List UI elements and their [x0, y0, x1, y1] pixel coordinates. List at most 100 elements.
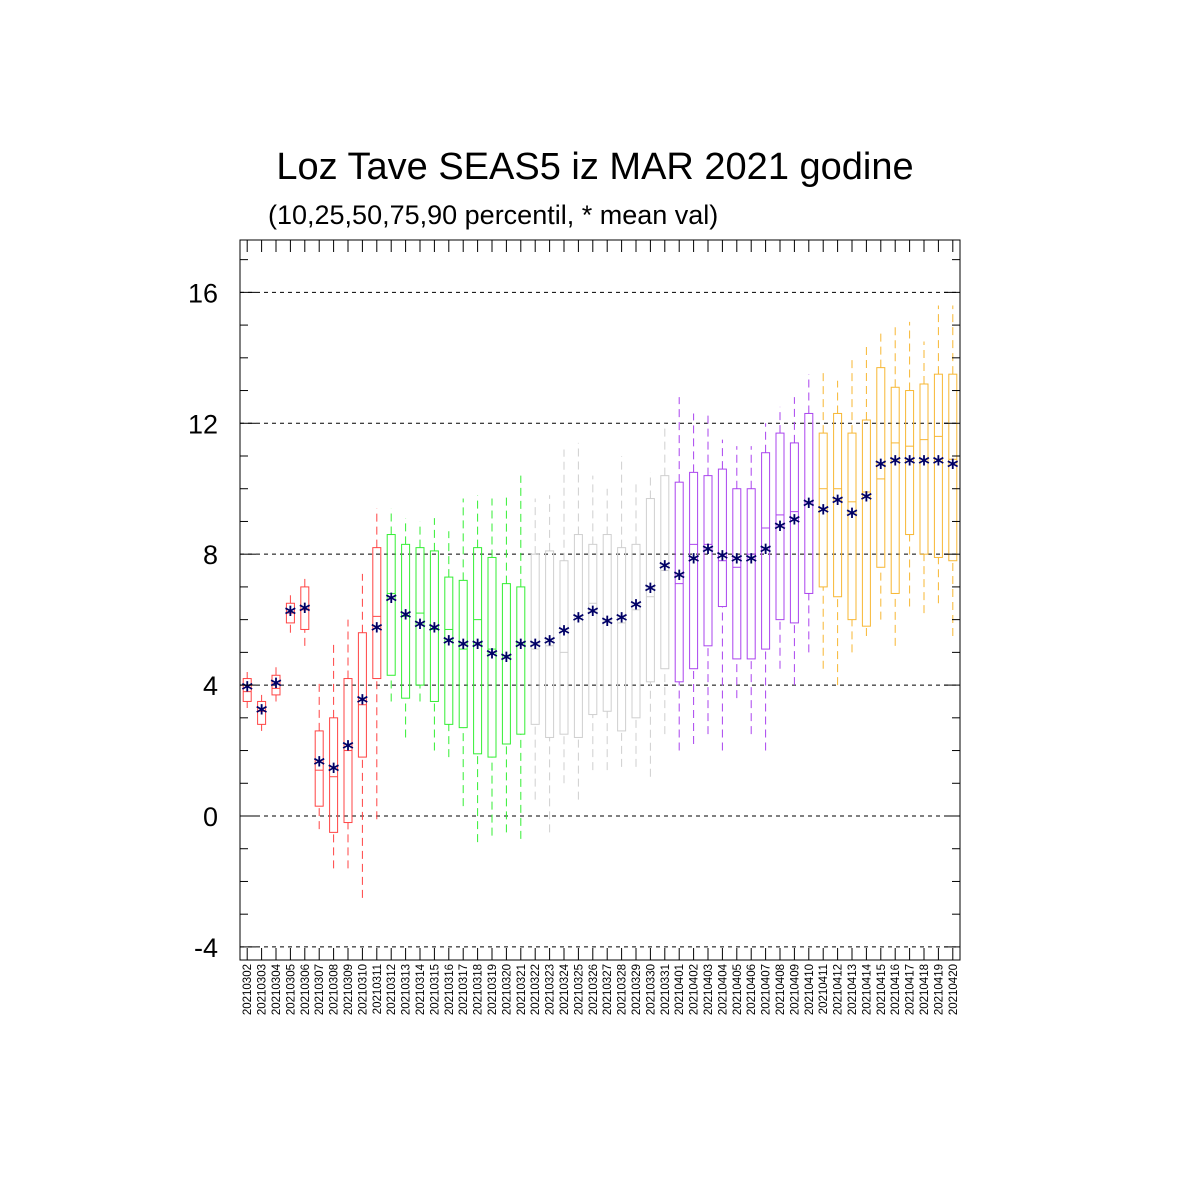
x-tick-label: 20210327 [602, 964, 614, 1015]
box-20210303: * [256, 694, 268, 731]
x-tick-label: 20210323 [545, 964, 557, 1015]
box-iqr [242, 678, 252, 702]
x-tick-label: 20210419 [933, 964, 945, 1015]
mean-marker: * [328, 760, 340, 785]
box-iqr [487, 556, 497, 758]
mean-marker: * [342, 737, 354, 762]
box-20210311: * [371, 508, 383, 820]
mean-marker: * [573, 610, 585, 635]
y-tick-label: 16 [188, 278, 218, 308]
mean-marker: * [443, 633, 455, 658]
box-20210323: * [544, 495, 556, 833]
x-tick-label: 20210331 [660, 964, 672, 1015]
box-iqr [415, 547, 425, 686]
mean-marker: * [875, 456, 887, 481]
x-tick-label: 20210311 [372, 964, 384, 1014]
x-tick-label: 20210407 [761, 964, 773, 1015]
x-tick-label: 20210411 [818, 964, 830, 1014]
mean-marker: * [630, 597, 642, 622]
mean-marker: * [832, 492, 844, 517]
mean-marker: * [515, 636, 527, 661]
box-20210406: * [745, 446, 757, 735]
box-20210324: * [558, 449, 570, 784]
mean-marker: * [659, 557, 671, 582]
box-20210329: * [630, 482, 642, 767]
mean-marker: * [385, 590, 397, 615]
mean-marker: * [702, 541, 714, 566]
box-20210402: * [688, 413, 700, 744]
x-tick-label: 20210404 [717, 963, 729, 1015]
box-iqr [329, 717, 339, 833]
box-iqr [761, 452, 771, 650]
box-20210409: * [789, 397, 801, 686]
box-iqr [674, 481, 684, 683]
x-tick-label: 20210310 [357, 964, 369, 1015]
box-20210320: * [501, 495, 513, 833]
box-20210317: * [457, 498, 469, 807]
box-20210331: * [659, 423, 671, 735]
box-iqr [876, 367, 886, 568]
box-iqr [501, 583, 511, 745]
box-iqr [429, 550, 439, 702]
box-20210302: * [241, 672, 253, 708]
box-20210307: * [313, 681, 325, 830]
x-tick-label: 20210406 [746, 964, 758, 1015]
chart-subtitle: (10,25,50,75,90 percentil, * mean val) [268, 200, 719, 230]
x-tick-label: 20210405 [732, 964, 744, 1015]
x-tick-label: 20210306 [300, 964, 312, 1015]
x-tick-label: 20210315 [429, 964, 441, 1015]
mean-marker: * [817, 502, 829, 527]
box-20210411: * [817, 370, 829, 669]
mean-marker: * [544, 633, 556, 658]
x-tick-label: 20210402 [689, 964, 701, 1015]
x-tick-label: 20210309 [343, 964, 355, 1015]
box-iqr [271, 674, 281, 696]
box-20210414: * [861, 344, 873, 636]
mean-marker: * [745, 551, 757, 576]
box-20210313: * [400, 518, 412, 738]
box-iqr [804, 412, 814, 594]
mean-marker: * [371, 619, 383, 644]
x-tick-label: 20210415 [876, 964, 888, 1015]
box-iqr [372, 547, 382, 680]
mean-marker: * [861, 489, 873, 514]
y-tick-label: 4 [203, 671, 218, 701]
box-iqr [948, 373, 958, 562]
box-20210330: * [645, 472, 657, 777]
box-20210403: * [702, 413, 714, 735]
box-iqr [588, 543, 598, 716]
x-tick-label: 20210304 [271, 963, 283, 1015]
box-iqr [357, 632, 367, 758]
mean-marker: * [688, 551, 700, 576]
x-tick-label: 20210410 [804, 964, 816, 1015]
box-iqr [559, 560, 569, 735]
mean-marker: * [616, 610, 628, 635]
box-20210305: * [285, 593, 297, 633]
mean-marker: * [731, 551, 743, 576]
x-tick-label: 20210325 [573, 964, 585, 1015]
box-20210325: * [573, 442, 585, 800]
box-iqr [300, 586, 310, 630]
mean-marker: * [918, 453, 930, 478]
box-iqr [746, 488, 756, 660]
box-20210314: * [414, 521, 426, 702]
box-iqr [919, 383, 929, 555]
box-iqr [617, 547, 627, 732]
mean-marker: * [947, 456, 959, 481]
box-iqr [703, 475, 713, 647]
y-tick-label: 12 [188, 409, 218, 439]
x-tick-label: 20210326 [588, 964, 600, 1015]
x-tick-label: 20210316 [444, 964, 456, 1015]
box-iqr [645, 498, 655, 683]
box-20210322: * [529, 498, 541, 800]
box-20210306: * [299, 577, 311, 646]
box-iqr [890, 386, 900, 594]
box-iqr [905, 390, 915, 536]
x-tick-label: 20210314 [415, 963, 427, 1015]
box-20210326: * [587, 475, 599, 771]
box-iqr [689, 471, 699, 670]
mean-marker: * [933, 453, 945, 478]
box-20210407: * [760, 423, 772, 751]
x-tick-label: 20210420 [948, 964, 960, 1015]
mean-marker: * [645, 580, 657, 605]
